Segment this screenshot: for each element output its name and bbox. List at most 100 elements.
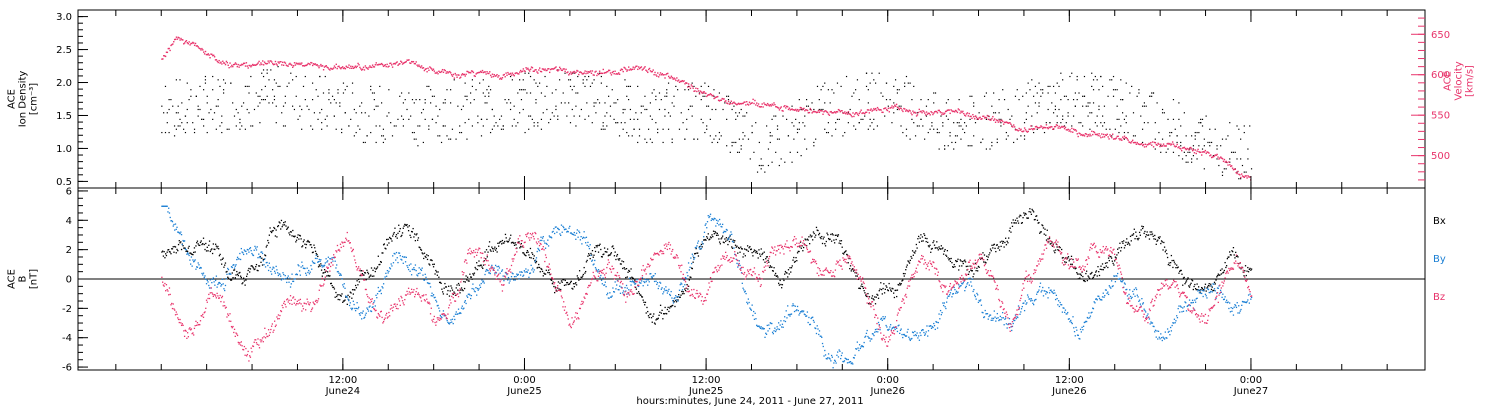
density-point	[851, 95, 853, 97]
density-point	[555, 89, 557, 91]
velocity-point	[434, 72, 436, 74]
b-point	[367, 308, 369, 310]
density-point	[598, 102, 601, 104]
b-point	[264, 266, 267, 268]
velocity-point	[247, 67, 249, 69]
density-point	[215, 128, 217, 130]
density-point	[720, 135, 722, 137]
b-point	[785, 310, 787, 312]
density-point	[604, 102, 606, 104]
b-point	[477, 265, 479, 267]
b-point	[354, 284, 357, 287]
velocity-point	[837, 108, 840, 111]
b-point	[628, 270, 631, 273]
velocity-point	[479, 71, 481, 74]
b-point	[504, 271, 507, 274]
b-point	[607, 255, 610, 257]
velocity-point	[1122, 137, 1125, 140]
b-point	[852, 268, 854, 270]
velocity-point	[326, 66, 328, 68]
velocity-point	[805, 109, 808, 111]
b-point	[871, 297, 873, 299]
velocity-point	[404, 61, 407, 63]
b-point	[605, 285, 607, 288]
velocity-point	[1175, 145, 1177, 148]
b-point	[812, 319, 815, 322]
b-point	[871, 295, 874, 297]
velocity-point	[596, 74, 598, 77]
b-point	[544, 242, 546, 244]
b-point	[306, 267, 308, 269]
b-point	[382, 283, 385, 285]
velocity-point	[919, 110, 921, 113]
b-point	[860, 346, 862, 348]
density-point	[468, 118, 470, 120]
density-point	[477, 115, 479, 117]
b-point	[542, 235, 544, 238]
density-point	[1054, 108, 1057, 111]
density-point	[871, 72, 873, 74]
b-point	[510, 275, 513, 278]
b-point	[1052, 243, 1054, 245]
b-point	[648, 316, 650, 319]
velocity-point	[722, 98, 724, 100]
density-point	[982, 138, 984, 140]
velocity-point	[327, 67, 329, 69]
b-point	[324, 262, 326, 264]
density-point	[726, 95, 728, 97]
b-point	[466, 279, 468, 281]
velocity-point	[341, 66, 343, 69]
b-point	[920, 234, 922, 236]
density-point	[488, 95, 490, 97]
b-point	[309, 244, 311, 246]
density-point	[804, 115, 806, 117]
density-point	[1200, 118, 1202, 120]
velocity-point	[1083, 135, 1086, 137]
b-point	[499, 241, 501, 243]
b-point	[799, 241, 802, 243]
velocity-point	[1006, 121, 1009, 124]
velocity-point	[279, 61, 281, 63]
velocity-point	[1248, 176, 1250, 178]
b-point	[398, 230, 401, 232]
density-point	[301, 108, 303, 111]
b-point	[392, 262, 395, 264]
velocity-point	[270, 60, 272, 62]
b-point	[286, 227, 289, 229]
b-point	[433, 297, 435, 299]
b-point	[828, 357, 830, 359]
velocity-point	[1079, 132, 1081, 135]
density-point	[1054, 92, 1057, 94]
density-point	[617, 122, 619, 124]
b-point	[428, 263, 430, 265]
density-point	[789, 151, 791, 153]
b-point	[445, 286, 448, 288]
b-point	[366, 307, 368, 309]
b-point	[911, 257, 913, 259]
b-point	[944, 248, 946, 251]
b-point	[788, 273, 790, 275]
b-point	[356, 302, 358, 304]
b-point	[407, 226, 409, 228]
velocity-point	[657, 72, 659, 74]
velocity-point	[680, 80, 683, 83]
b-point	[829, 238, 831, 240]
b-point	[1015, 222, 1017, 224]
b-point	[771, 322, 773, 325]
b-point	[874, 328, 877, 331]
b-point	[995, 250, 997, 253]
velocity-point	[879, 109, 881, 111]
velocity-point	[402, 62, 405, 64]
velocity-point	[1060, 126, 1062, 129]
velocity-point	[907, 110, 910, 113]
b-point	[796, 260, 798, 262]
b-point	[317, 260, 320, 263]
b-point	[662, 313, 665, 315]
density-point	[896, 92, 898, 94]
velocity-point	[1012, 126, 1014, 128]
b-point	[456, 313, 458, 315]
density-point	[555, 108, 557, 111]
b-point	[519, 247, 521, 249]
density-point	[1058, 108, 1060, 111]
velocity-point	[237, 63, 239, 66]
